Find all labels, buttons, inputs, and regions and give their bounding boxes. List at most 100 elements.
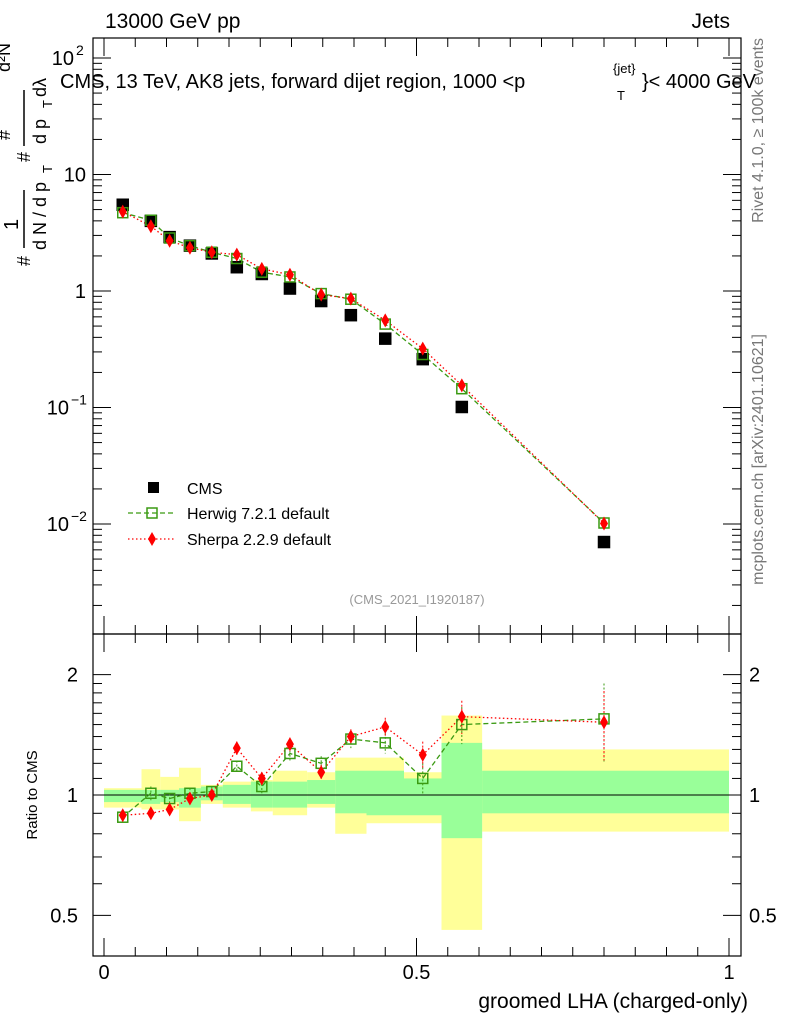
analysis-ref-label: (CMS_2021_I1920187) xyxy=(349,592,484,607)
sherpa-point xyxy=(600,516,608,531)
sherpa-point xyxy=(346,291,355,306)
main-ytick-exponent: −1 xyxy=(71,392,87,408)
svg-text:T: T xyxy=(617,88,625,103)
herwig-ratio-point xyxy=(231,760,243,772)
svg-text:T: T xyxy=(40,165,55,173)
svg-text:#: # xyxy=(14,152,34,162)
sherpa-point xyxy=(317,287,326,302)
band-inner-bin xyxy=(307,780,336,804)
ratio-ytick-label-right: 2 xyxy=(749,665,760,687)
svg-text:T: T xyxy=(40,100,55,108)
svg-text:d²N: d²N xyxy=(0,43,14,72)
cms-point xyxy=(597,535,611,549)
sherpa-point xyxy=(232,247,241,262)
ratio-yticks: 0.5 0.5 1 1 2 2 xyxy=(50,665,777,928)
band-inner-bin xyxy=(222,784,251,804)
sherpa-ratio-point xyxy=(257,771,266,786)
ratio-ytick-label-right: 0.5 xyxy=(749,905,777,927)
chart-title: CMS, 13 TeV, AK8 jets, forward dijet reg… xyxy=(60,61,757,103)
sherpa-ratio-point xyxy=(381,719,390,734)
header-category: Jets xyxy=(691,10,730,33)
cms-point xyxy=(455,400,469,414)
herwig-ratio-point xyxy=(417,772,429,785)
ratio-ytick-label: 1 xyxy=(67,785,78,807)
svg-text:{jet}: {jet} xyxy=(613,61,636,76)
main-series xyxy=(116,198,611,549)
sherpa-ratio-point xyxy=(185,791,194,806)
sherpa-point xyxy=(381,313,390,328)
sherpa-ratio-point xyxy=(118,808,127,823)
ratio-ytick-label: 0.5 xyxy=(50,905,78,927)
band-inner-bin xyxy=(441,742,483,839)
main-ytick-label: 10 xyxy=(52,48,74,70)
x-ticks: 0 0.5 1 xyxy=(98,38,735,984)
main-ytick-exponent: 2 xyxy=(76,42,84,58)
sherpa-ratio-point xyxy=(418,747,427,762)
sherpa-ratio-point xyxy=(600,715,608,730)
sherpa-ratio-point xyxy=(232,741,241,756)
sherpa-point xyxy=(257,261,266,276)
ratio-ytick-label-right: 1 xyxy=(749,785,760,807)
sherpa-point xyxy=(185,240,194,255)
xaxis-label: groomed LHA (charged-only) xyxy=(478,990,748,1013)
sherpa-point xyxy=(146,219,155,234)
main-ytick-label: 10 xyxy=(47,514,69,536)
cms-point xyxy=(230,260,244,274)
ratio-ylabel: Ratio to CMS xyxy=(24,750,41,839)
herwig-ratio-point xyxy=(379,737,391,749)
sherpa-point xyxy=(457,378,466,393)
band-inner-bin xyxy=(482,770,729,814)
herwig-line xyxy=(122,212,605,524)
ratio-ytick-label: 2 xyxy=(67,665,78,687)
cms-point xyxy=(283,282,297,295)
sherpa-ratio-line xyxy=(122,715,605,816)
legend-herwig-marker xyxy=(146,507,158,519)
legend-cms-label: CMS xyxy=(187,481,223,498)
svg-text:CMS, 13 TeV, AK8 jets, forward: CMS, 13 TeV, AK8 jets, forward dijet reg… xyxy=(60,71,525,93)
legend-sherpa-marker xyxy=(148,532,156,546)
svg-text:1: 1 xyxy=(1,219,23,230)
main-ytick-label: 10 xyxy=(64,165,86,187)
sherpa-ratio-point xyxy=(207,788,216,802)
legend-cms-marker xyxy=(148,482,159,493)
band-inner-bin xyxy=(366,770,404,816)
xtick-label: 0.5 xyxy=(403,962,431,984)
svg-text:dλ: dλ xyxy=(30,78,50,97)
main-ytick-label: 1 xyxy=(75,281,86,303)
sherpa-ratio-point xyxy=(146,806,155,821)
sherpa-point xyxy=(285,267,294,282)
legend-herwig-label: Herwig 7.2.1 default xyxy=(187,506,330,523)
sherpa-point xyxy=(165,233,174,248)
xtick-label: 0 xyxy=(98,962,109,984)
svg-text:#: # xyxy=(0,130,14,140)
band-inner-bin xyxy=(160,789,179,803)
svg-text:#: # xyxy=(14,256,34,266)
main-ytick-label: 10 xyxy=(47,398,69,420)
legend-sherpa-label: Sherpa 2.2.9 default xyxy=(187,532,332,549)
main-ylabel: # 1 d N / d p T # # d p T dλ d²N xyxy=(0,43,55,266)
cms-point xyxy=(344,308,358,322)
sherpa-ratio-point xyxy=(285,737,294,752)
cms-point xyxy=(379,332,392,345)
herwig-ratio-point xyxy=(145,787,157,800)
herwig-ratio-line xyxy=(122,718,605,818)
sherpa-ratio-point xyxy=(165,802,174,817)
ratio-series xyxy=(117,683,610,823)
sherpa-point xyxy=(118,204,127,219)
band-inner-bin xyxy=(104,789,142,803)
rivet-version-label: Rivet 4.1.0, ≥ 100k events xyxy=(750,38,767,223)
xtick-label: 1 xyxy=(723,962,734,984)
sherpa-ratio-point xyxy=(317,765,326,780)
header-energy: 13000 GeV pp xyxy=(105,10,240,33)
sherpa-point xyxy=(207,245,216,260)
mcplots-label: mcplots.cern.ch [arXiv:2401.10621] xyxy=(750,334,767,585)
sherpa-point xyxy=(418,341,427,356)
svg-text:d p: d p xyxy=(30,119,50,144)
sherpa-line xyxy=(122,211,605,524)
sherpa-ratio-point xyxy=(346,729,355,744)
ratio-bands xyxy=(104,715,729,930)
svg-text:}< 4000 GeV: }< 4000 GeV xyxy=(642,71,757,93)
sherpa-ratio-point xyxy=(457,709,466,724)
svg-text:d N / d p: d N / d p xyxy=(30,182,50,250)
